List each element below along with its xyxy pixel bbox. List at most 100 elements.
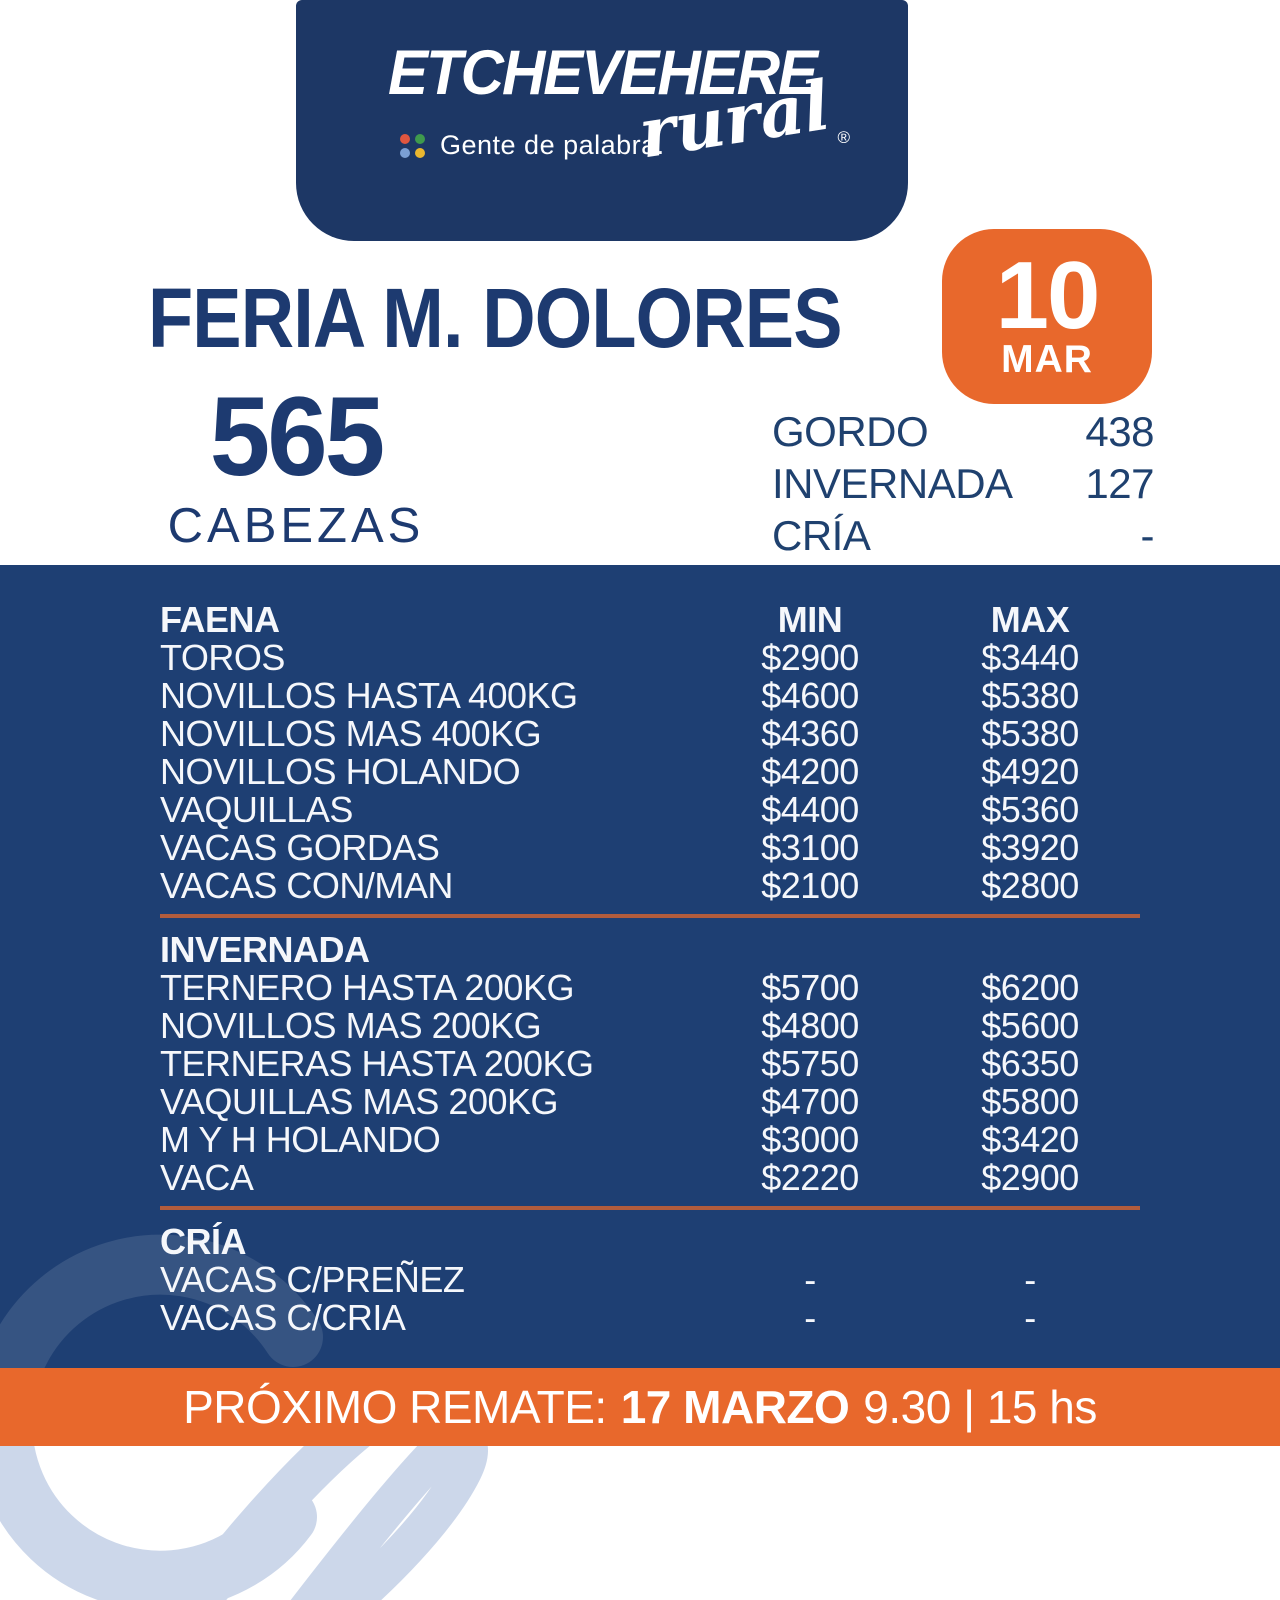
row-label: TOROS — [160, 637, 285, 678]
dot-blue-icon — [400, 147, 410, 158]
section-title-cria: CRÍA — [160, 1221, 247, 1262]
column-header-min: MIN — [777, 599, 843, 640]
row-label: VACA — [160, 1157, 254, 1198]
stat-value: 438 — [1085, 408, 1154, 455]
section-title-faena: FAENA — [160, 599, 280, 640]
stat-label: CRÍA — [772, 512, 871, 559]
row-max: $5800 — [981, 1081, 1079, 1122]
stat-row-cria: CRÍA - — [772, 510, 1154, 562]
row-label: VAQUILLAS MAS 200KG — [160, 1081, 559, 1122]
head-count-number: 565 — [209, 374, 385, 499]
stat-row-gordo: GORDO 438 — [772, 406, 1154, 458]
row-max: - — [1024, 1259, 1036, 1300]
row-min: - — [804, 1259, 816, 1300]
table-section-header: CRÍA — [160, 1221, 1140, 1262]
head-count-label: CABEZAS — [167, 499, 425, 554]
row-max: $5360 — [981, 789, 1079, 830]
stat-row-invernada: INVERNADA 127 — [772, 458, 1154, 510]
row-label: VACAS CON/MAN — [160, 865, 453, 906]
row-max: $3920 — [981, 827, 1079, 868]
table-row: VACAS C/PREÑEZ - - — [160, 1259, 1140, 1300]
stat-label: INVERNADA — [772, 460, 1013, 507]
brand-tagline-row: Gente de palabra. — [400, 130, 665, 161]
row-min: $3000 — [761, 1119, 859, 1160]
row-max: $2900 — [981, 1157, 1079, 1198]
dot-green-icon — [415, 133, 425, 144]
row-label: NOVILLOS MAS 400KG — [160, 713, 542, 754]
date-badge: 10 MAR — [942, 229, 1152, 404]
row-label: TERNERO HASTA 200KG — [160, 967, 574, 1008]
next-auction-label: PRÓXIMO REMATE: — [183, 1381, 607, 1433]
stat-label: GORDO — [772, 408, 929, 455]
table-row: NOVILLOS HASTA 400KG $4600 $5380 — [160, 675, 1140, 716]
row-label: VACAS C/CRIA — [160, 1297, 406, 1338]
row-min: $4200 — [761, 751, 859, 792]
row-label: NOVILLOS HOLANDO — [160, 751, 521, 792]
row-label: NOVILLOS MAS 200KG — [160, 1005, 542, 1046]
row-label: NOVILLOS HASTA 400KG — [160, 675, 578, 716]
row-min: $4700 — [761, 1081, 859, 1122]
row-min: $4400 — [761, 789, 859, 830]
brand-banner: ETCHEVEHERE Gente de palabra. rural ® — [296, 0, 908, 241]
date-day: 10 — [995, 241, 1101, 349]
table-header-row: FAENA MIN MAX — [160, 599, 1140, 640]
row-min: $2220 — [761, 1157, 859, 1198]
table-row: NOVILLOS MAS 400KG $4360 $5380 — [160, 713, 1140, 754]
page-title: FERIA M. DOLORES — [148, 271, 843, 365]
table-row: NOVILLOS MAS 200KG $4800 $5600 — [160, 1005, 1140, 1046]
row-max: $6200 — [981, 967, 1079, 1008]
row-max: - — [1024, 1297, 1036, 1338]
next-auction-date: 17 MARZO — [620, 1381, 850, 1433]
row-min: $2900 — [761, 637, 859, 678]
table-row: VAQUILLAS $4400 $5360 — [160, 789, 1140, 830]
row-label: VACAS GORDAS — [160, 827, 440, 868]
table-row: TERNERAS HASTA 200KG $5750 $6350 — [160, 1043, 1140, 1084]
table-row: VACAS C/CRIA - - — [160, 1297, 1140, 1338]
row-min: $4360 — [761, 713, 859, 754]
stat-value: 127 — [1085, 460, 1154, 507]
row-max: $3440 — [981, 637, 1079, 678]
table-row: NOVILLOS HOLANDO $4200 $4920 — [160, 751, 1140, 792]
column-header-max: MAX — [990, 599, 1070, 640]
date-month: MAR — [1001, 338, 1093, 382]
category-stats: GORDO 438 INVERNADA 127 CRÍA - — [772, 406, 1154, 562]
registered-mark: ® — [837, 128, 850, 147]
row-min: $4800 — [761, 1005, 859, 1046]
row-min: $5750 — [761, 1043, 859, 1084]
row-max: $3420 — [981, 1119, 1079, 1160]
section-divider — [160, 914, 1140, 918]
row-min: $2100 — [761, 865, 859, 906]
row-max: $5380 — [981, 675, 1079, 716]
dot-red-icon — [400, 133, 410, 144]
next-auction-banner: PRÓXIMO REMATE: 17 MARZO 9.30 | 15 hs — [0, 1368, 1280, 1446]
bottom-strip — [0, 1446, 1280, 1600]
row-label: TERNERAS HASTA 200KG — [160, 1043, 594, 1084]
table-row: VAQUILLAS MAS 200KG $4700 $5800 — [160, 1081, 1140, 1122]
stat-value: - — [1140, 512, 1155, 559]
table-row: TERNERO HASTA 200KG $5700 $6200 — [160, 967, 1140, 1008]
price-table: FAENA MIN MAX TOROS $2900 $3440 NOVILLOS… — [0, 565, 1280, 1368]
row-min: $4600 — [761, 675, 859, 716]
watermark-swirl-icon — [0, 1446, 488, 1600]
table-section-header: INVERNADA — [160, 929, 1140, 970]
row-max: $5380 — [981, 713, 1079, 754]
head-count: 565 CABEZAS — [140, 374, 452, 554]
dot-yellow-icon — [415, 147, 425, 158]
brand-dots-icon — [400, 133, 426, 158]
section-divider — [160, 1206, 1140, 1210]
table-row: VACAS GORDAS $3100 $3920 — [160, 827, 1140, 868]
row-min: - — [804, 1297, 816, 1338]
row-min: $3100 — [761, 827, 859, 868]
table-row: VACA $2220 $2900 — [160, 1157, 1140, 1198]
brand-tagline: Gente de palabra. — [440, 130, 665, 160]
row-max: $6350 — [981, 1043, 1079, 1084]
section-title-invernada: INVERNADA — [160, 929, 370, 970]
table-row: VACAS CON/MAN $2100 $2800 — [160, 865, 1140, 906]
brand-logo: ETCHEVEHERE — [387, 37, 818, 108]
next-auction-times: 9.30 | 15 hs — [863, 1381, 1097, 1433]
row-max: $4920 — [981, 751, 1079, 792]
row-max: $2800 — [981, 865, 1079, 906]
table-row: TOROS $2900 $3440 — [160, 637, 1140, 678]
row-label: VAQUILLAS — [160, 789, 353, 830]
table-row: M Y H HOLANDO $3000 $3420 — [160, 1119, 1140, 1160]
